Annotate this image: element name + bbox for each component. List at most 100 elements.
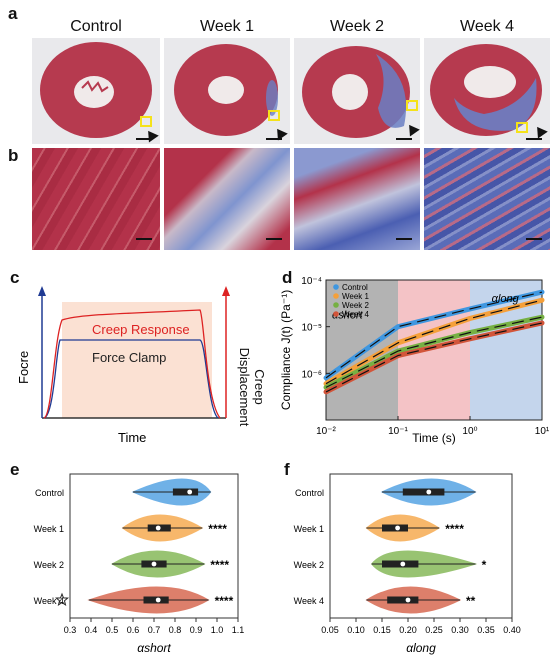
y-tick-label: 10⁻⁵ bbox=[301, 323, 322, 334]
roi-box-week2 bbox=[406, 100, 418, 111]
panel-label-a: a bbox=[8, 4, 18, 23]
left-y-label: Focre bbox=[16, 351, 31, 384]
histology-section-week1 bbox=[164, 38, 290, 144]
significance-marker: **** bbox=[445, 522, 464, 536]
category-label: Week 4 bbox=[294, 596, 324, 606]
column-title-week1: Week 1 bbox=[200, 18, 254, 35]
x-tick-label: 10⁰ bbox=[462, 426, 477, 437]
iqr-box bbox=[387, 596, 419, 604]
significance-marker: * bbox=[482, 558, 487, 572]
x-tick-label: 0.3 bbox=[64, 625, 77, 635]
median-marker bbox=[155, 597, 161, 603]
magnified-tissue-control bbox=[32, 148, 160, 250]
histology-section-week4 bbox=[424, 38, 550, 144]
x-tick-label: 0.9 bbox=[190, 625, 203, 635]
alpha-short-violin-chart: Control Week 1 **** Week 2 **** Week 4 **** 0.3… bbox=[34, 473, 245, 655]
panel-label-f: f bbox=[284, 460, 290, 479]
y-tick-label: 10⁻⁴ bbox=[301, 276, 322, 287]
x-tick-label: 0.6 bbox=[127, 625, 140, 635]
star-marker bbox=[55, 592, 69, 607]
x-tick-label: 10¹ bbox=[535, 426, 550, 437]
median-marker bbox=[395, 525, 400, 531]
scale-bar bbox=[526, 238, 542, 240]
x-axis-label: αlong bbox=[406, 641, 436, 655]
x-tick-label: 0.25 bbox=[425, 625, 443, 635]
median-marker bbox=[151, 561, 157, 567]
significance-marker: ** bbox=[466, 594, 476, 608]
creep-schematic: Creep Response Force Clamp Focre Time bbox=[16, 286, 230, 445]
force-clamp-label: Force Clamp bbox=[92, 350, 166, 365]
x-tick-label: 0.30 bbox=[451, 625, 469, 635]
column-title-week4: Week 4 bbox=[460, 18, 514, 35]
category-label: Week 1 bbox=[34, 524, 64, 534]
iqr-box bbox=[382, 560, 419, 568]
heart-cross-section-control bbox=[40, 42, 152, 138]
x-tick-label: 0.20 bbox=[399, 625, 417, 635]
scale-bar bbox=[136, 138, 152, 140]
fit-line-control bbox=[325, 291, 543, 379]
heart-cross-section-week1 bbox=[174, 44, 278, 136]
magnified-tissue-week4 bbox=[424, 148, 550, 250]
x-tick-label: 0.4 bbox=[85, 625, 98, 635]
median-marker bbox=[155, 525, 161, 531]
legend-marker bbox=[333, 311, 339, 317]
median-marker bbox=[405, 597, 411, 603]
category-label: Week 1 bbox=[294, 524, 324, 534]
x-tick-label: 0.7 bbox=[148, 625, 161, 635]
scale-bar bbox=[396, 238, 412, 240]
magnified-tissue-week2 bbox=[294, 148, 420, 250]
scale-bar bbox=[136, 238, 152, 240]
compliance-chart: 10⁻² 10⁻¹ 10⁰ 10¹ 10⁻⁶ 10⁻⁵ 10⁻⁴ Time (s) Compli… bbox=[279, 276, 550, 445]
x-axis-label: Time bbox=[118, 430, 146, 445]
legend-label: Control bbox=[342, 283, 368, 292]
median-marker bbox=[400, 561, 406, 567]
scale-bar bbox=[266, 238, 282, 240]
x-tick-label: 0.35 bbox=[477, 625, 495, 635]
x-tick-label: 10⁻¹ bbox=[388, 426, 408, 437]
right-y-label: Creep Displacement bbox=[237, 347, 267, 427]
roi-box-week4 bbox=[516, 122, 528, 133]
category-label: Week 2 bbox=[294, 560, 324, 570]
significance-marker: **** bbox=[210, 558, 229, 572]
creep-response-label: Creep Response bbox=[92, 322, 190, 337]
median-marker bbox=[426, 489, 432, 495]
annotation-alpha-short: αshort bbox=[332, 309, 364, 321]
legend-marker bbox=[333, 284, 339, 290]
legend-label: Week 4 bbox=[342, 310, 370, 319]
category-label: Week 2 bbox=[34, 560, 64, 570]
x-axis-label: Time (s) bbox=[412, 431, 456, 445]
category-label: Control bbox=[295, 488, 324, 498]
fit-line-week4 bbox=[325, 322, 543, 393]
panel-label-e: e bbox=[10, 460, 20, 479]
scale-bar bbox=[526, 138, 542, 140]
scale-bar bbox=[266, 138, 282, 140]
roi-box-week1 bbox=[268, 110, 280, 121]
x-tick-label: 10⁻² bbox=[316, 426, 336, 437]
y-tick-label: 10⁻⁶ bbox=[301, 369, 322, 380]
plot-frame bbox=[325, 279, 543, 421]
clamp-shade bbox=[62, 302, 212, 418]
roi-box-control bbox=[140, 116, 152, 127]
significance-marker: **** bbox=[208, 522, 227, 536]
iqr-box bbox=[382, 524, 408, 532]
panel-label-c: c bbox=[10, 268, 20, 287]
right-y-label-box: Creep Displacement bbox=[232, 330, 272, 440]
legend-marker bbox=[333, 293, 339, 299]
scale-bar bbox=[396, 138, 412, 140]
heart-cross-section-week2 bbox=[302, 46, 410, 138]
heart-cross-section-week4 bbox=[430, 44, 542, 136]
x-tick-label: 1.0 bbox=[211, 625, 224, 635]
legend-marker bbox=[333, 302, 339, 308]
x-tick-label: 0.10 bbox=[347, 625, 365, 635]
significance-marker: **** bbox=[215, 594, 234, 608]
column-title-week2: Week 2 bbox=[330, 18, 384, 35]
iqr-box bbox=[172, 488, 199, 496]
x-tick-label: 0.8 bbox=[169, 625, 182, 635]
iqr-box bbox=[402, 488, 445, 496]
magnified-tissue-week1 bbox=[164, 148, 290, 250]
x-tick-label: 1.1 bbox=[232, 625, 245, 635]
category-label: Week 4 bbox=[34, 596, 64, 606]
plot-frame bbox=[329, 473, 513, 619]
x-tick-label: 0.40 bbox=[503, 625, 521, 635]
histology-section-control bbox=[32, 38, 160, 144]
